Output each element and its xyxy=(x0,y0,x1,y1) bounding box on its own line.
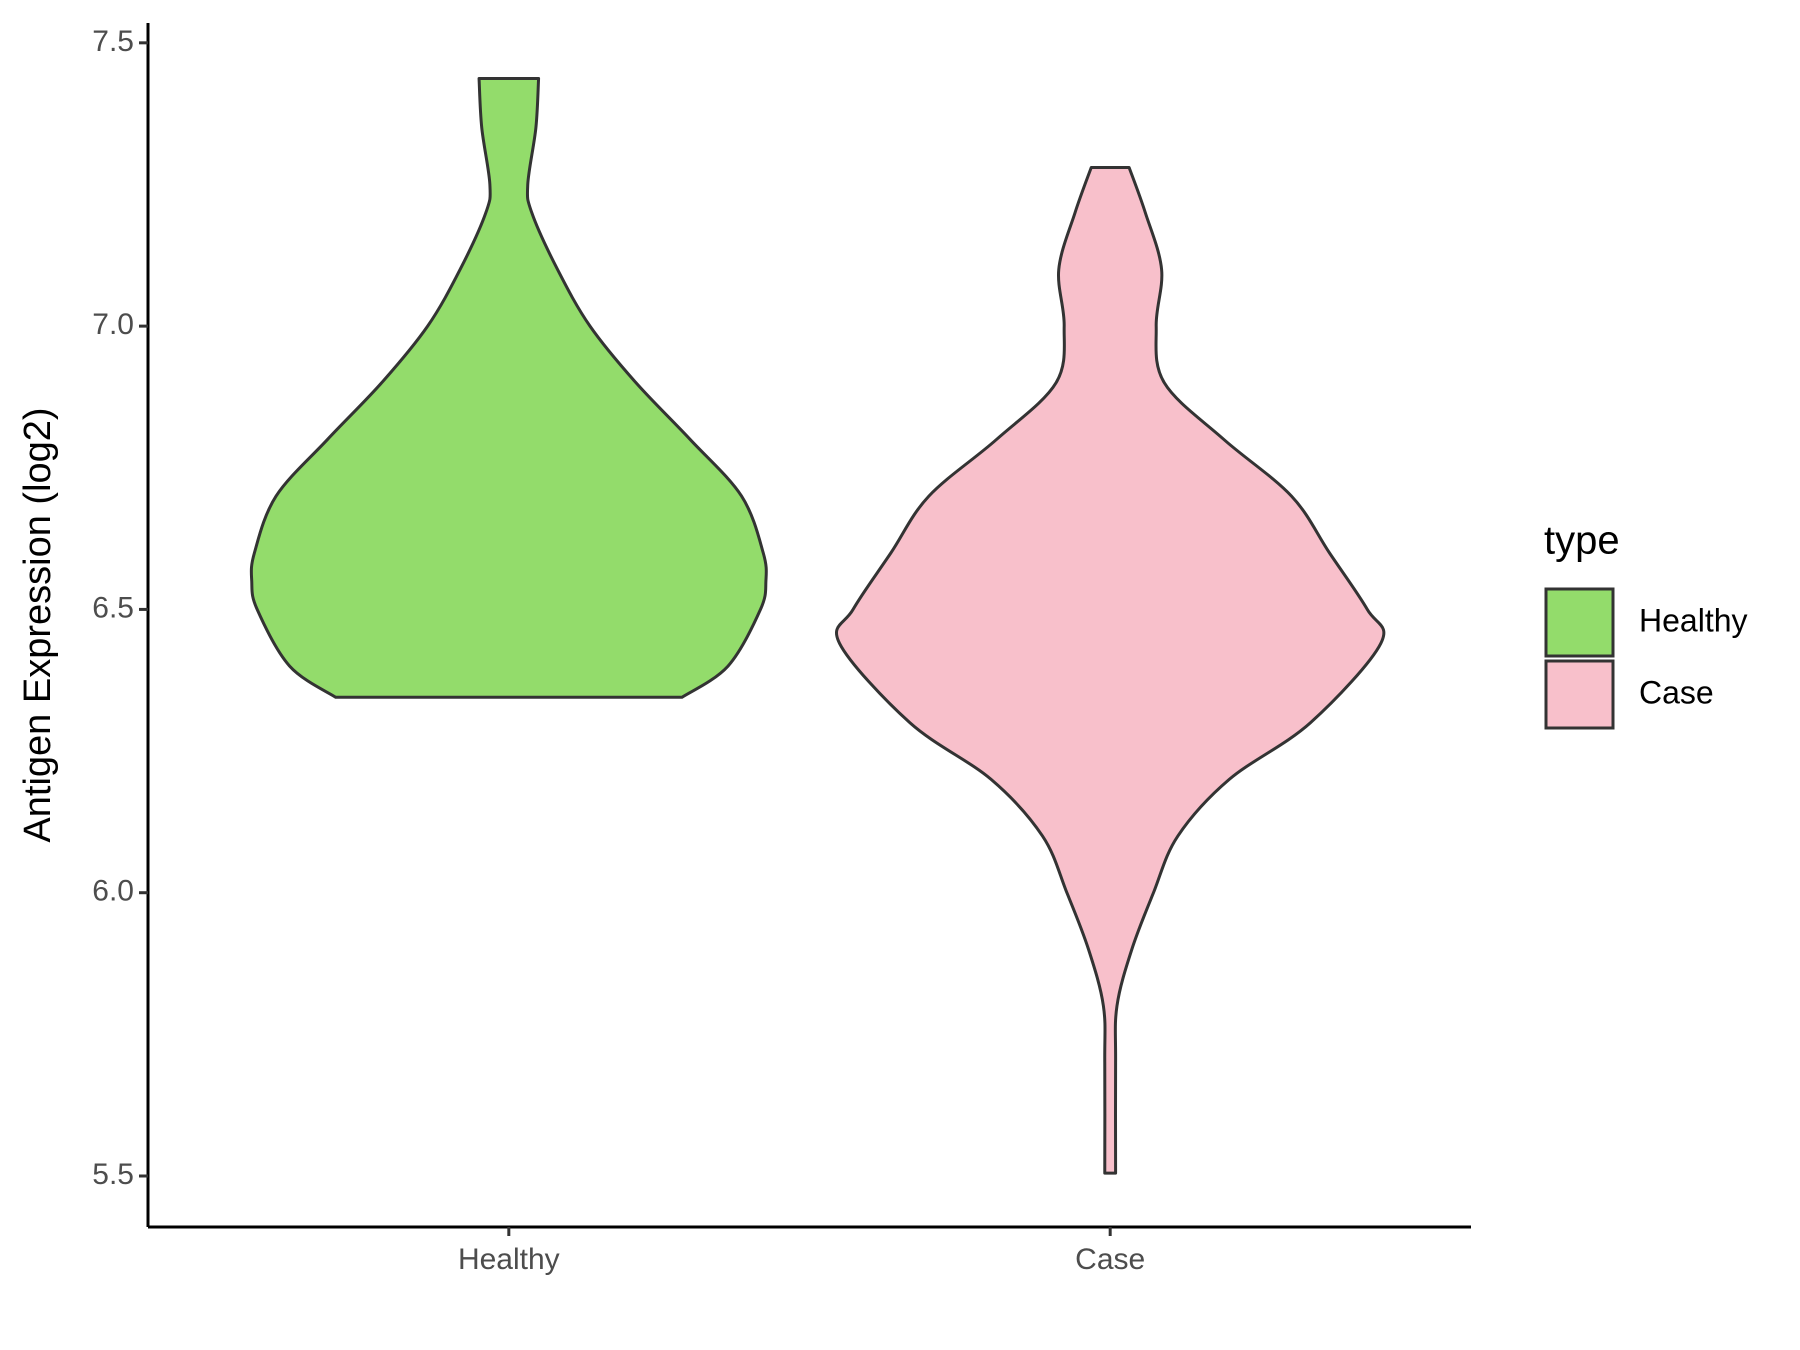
legend-label: Healthy xyxy=(1639,602,1748,638)
violin xyxy=(249,77,768,699)
legend-title: type xyxy=(1544,519,1620,563)
x-tick-label: Healthy xyxy=(458,1243,560,1276)
x-tick-label: Case xyxy=(1075,1243,1145,1276)
y-tick-label: 7.0 xyxy=(92,308,134,341)
y-tick-label: 6.5 xyxy=(92,591,134,624)
y-axis-title: Antigen Expression (log2) xyxy=(17,407,59,842)
violin xyxy=(834,165,1386,1175)
y-tick-label: 5.5 xyxy=(92,1158,134,1191)
legend-key xyxy=(1544,587,1615,658)
legend-key xyxy=(1544,659,1615,730)
legend-label: Case xyxy=(1639,674,1714,710)
y-tick-label: 7.5 xyxy=(92,25,134,58)
y-tick-label: 6.0 xyxy=(92,875,134,908)
